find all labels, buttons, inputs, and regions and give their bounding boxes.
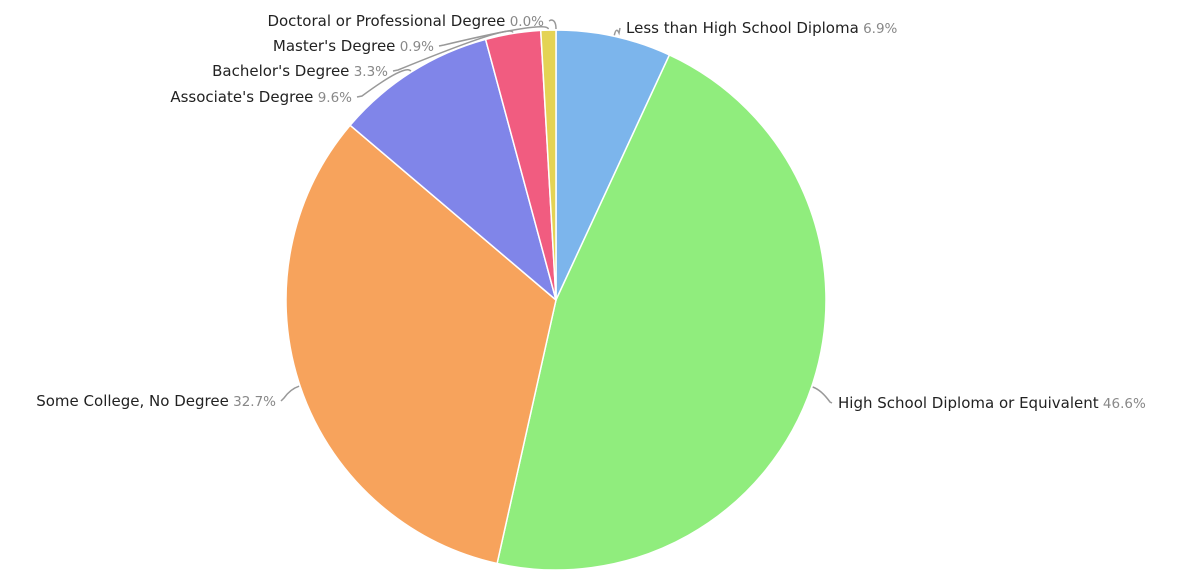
slice-some-college-no-degree[interactable]: [285, 124, 557, 565]
slice-less-than-high-school-diploma[interactable]: [555, 29, 671, 301]
leader-line-high-school-diploma-or-equivalent: [812, 386, 833, 404]
data-label-value: 6.9%: [859, 21, 898, 37]
data-label-master-s-degree: Master's Degree 0.9%: [273, 37, 434, 55]
data-label-bachelor-s-degree: Bachelor's Degree 3.3%: [212, 62, 388, 80]
data-label-value: 0.0%: [505, 14, 544, 30]
data-label-value: 46.6%: [1099, 396, 1146, 412]
pie-slices: [285, 29, 827, 571]
data-labels: Less than High School Diploma 6.9% High S…: [36, 12, 1146, 412]
data-label-value: 3.3%: [349, 64, 388, 80]
data-label-name: Master's Degree: [273, 37, 396, 55]
slice-high-school-diploma-or-equivalent[interactable]: [496, 54, 827, 571]
data-label-name: Associate's Degree: [170, 88, 313, 106]
data-label-value: 9.6%: [313, 90, 352, 106]
data-label-high-school-diploma-or-equivalent: High School Diploma or Equivalent 46.6%: [838, 394, 1146, 412]
leader-line-associate-s-degree: [356, 69, 412, 98]
data-label-doctoral-or-professional-degree: Doctoral or Professional Degree 0.0%: [267, 12, 544, 30]
leader-lines: [280, 19, 833, 404]
leader-line-master-s-degree: [438, 25, 550, 47]
leader-line-doctoral-or-professional-degree: [548, 19, 557, 30]
data-label-value: 0.9%: [395, 39, 434, 55]
slice-master-s-degree[interactable]: [539, 29, 557, 301]
data-label-name: Less than High School Diploma: [626, 19, 859, 37]
data-label-name: Doctoral or Professional Degree: [267, 12, 505, 30]
data-label-name: High School Diploma or Equivalent: [838, 394, 1099, 412]
data-label-less-than-high-school-diploma: Less than High School Diploma 6.9%: [626, 19, 898, 37]
data-label-name: Some College, No Degree: [36, 392, 229, 410]
leader-line-some-college-no-degree: [280, 385, 300, 402]
leader-line-less-than-high-school-diploma: [613, 27, 621, 36]
data-label-associate-s-degree: Associate's Degree 9.6%: [170, 88, 352, 106]
data-label-some-college-no-degree: Some College, No Degree 32.7%: [36, 392, 276, 410]
data-label-value: 32.7%: [229, 394, 276, 410]
data-label-name: Bachelor's Degree: [212, 62, 349, 80]
slice-associate-s-degree[interactable]: [349, 38, 557, 301]
